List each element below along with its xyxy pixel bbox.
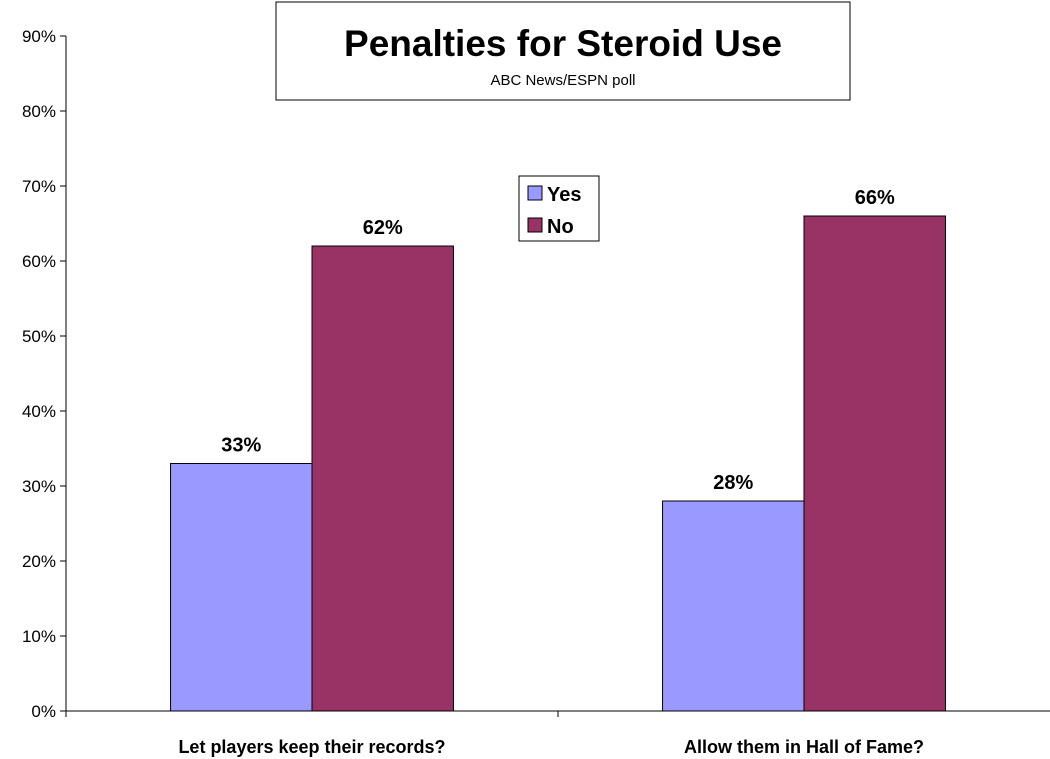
- data-label-yes: 33%: [221, 435, 261, 457]
- data-label-yes: 28%: [713, 472, 753, 494]
- category-labels: Let players keep their records? Allow the…: [178, 737, 924, 757]
- data-labels: 33% 28% 62% 66%: [221, 187, 895, 494]
- chart-title: Penalties for Steroid Use: [344, 23, 782, 64]
- y-tick-label: 40%: [22, 402, 56, 421]
- bar-yes: [170, 463, 313, 712]
- y-tick-label: 60%: [22, 252, 56, 271]
- y-tick-label: 80%: [22, 102, 56, 121]
- y-tick-label: 10%: [22, 627, 56, 646]
- data-label-no: 66%: [855, 187, 895, 209]
- legend-swatch-no: [527, 217, 543, 233]
- y-axis-ticks: 0% 10% 20% 30% 40% 50% 60% 70% 80% 90%: [22, 27, 66, 721]
- legend-label-yes: Yes: [547, 184, 581, 206]
- y-tick-label: 70%: [22, 177, 56, 196]
- y-tick-label: 50%: [22, 327, 56, 346]
- x-category-label: Allow them in Hall of Fame?: [684, 737, 924, 757]
- data-label-no: 62%: [363, 217, 403, 239]
- title-box-frame: [275, 1, 851, 101]
- bars: [170, 215, 946, 712]
- legend-label-no: No: [547, 216, 574, 238]
- bar-no: [803, 215, 946, 712]
- bar-no: [311, 245, 454, 712]
- y-tick-label: 0%: [31, 702, 56, 721]
- legend: Yes No: [518, 175, 600, 242]
- x-axis-ticks: [65, 711, 559, 717]
- chart-subtitle: ABC News/ESPN poll: [490, 72, 635, 89]
- legend-swatch-yes: [527, 185, 543, 201]
- y-tick-label: 30%: [22, 477, 56, 496]
- x-category-label: Let players keep their records?: [178, 737, 445, 757]
- chart-title-box: Penalties for Steroid Use ABC News/ESPN …: [275, 1, 851, 101]
- y-tick-label: 20%: [22, 552, 56, 571]
- bar-yes: [662, 500, 805, 712]
- y-tick-label: 90%: [22, 27, 56, 46]
